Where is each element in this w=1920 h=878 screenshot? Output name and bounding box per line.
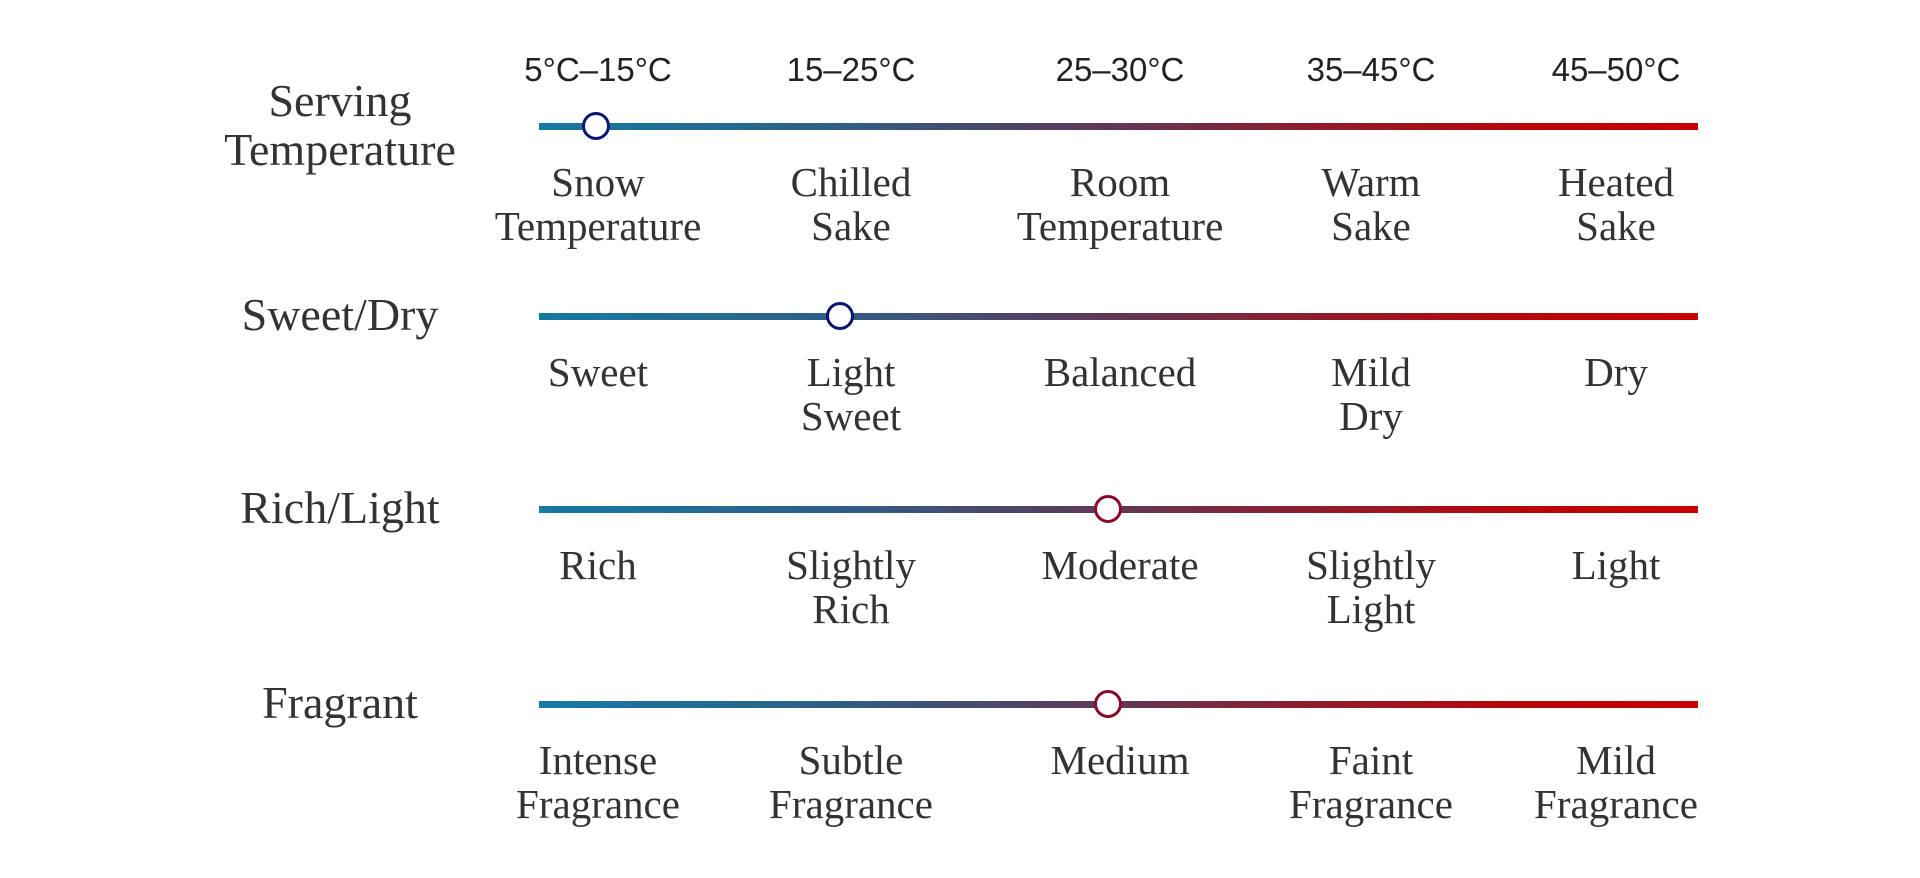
scale-option-label: Slightly Light xyxy=(1241,543,1501,631)
temperature-range-label: 15–25°C xyxy=(786,51,916,88)
temperature-range-label: 25–30°C xyxy=(1055,51,1185,88)
scale-option-label-line: Mild xyxy=(1331,349,1411,395)
scale-knob[interactable] xyxy=(1094,690,1122,718)
scale-track[interactable] xyxy=(539,313,1698,320)
scale-option-label-line: Dry xyxy=(1339,393,1403,439)
scale-option-label-line: Slightly xyxy=(1306,542,1436,588)
scale-title-line: Sweet/Dry xyxy=(241,289,439,340)
scale-option-label-line: Sake xyxy=(1576,203,1656,249)
scale-option-label-line: Fragrance xyxy=(769,781,933,827)
scale-option-label-line: Moderate xyxy=(1041,542,1199,588)
scale-option-label-line: Temperature xyxy=(1016,203,1224,249)
scale-option-label-line: Faint xyxy=(1328,737,1414,783)
scale-option-label-line: Light xyxy=(806,349,896,395)
scale-title: Sweet/Dry xyxy=(190,290,490,339)
scale-title-line: Serving xyxy=(268,75,412,126)
scale-option-label-line: Fragrance xyxy=(516,781,680,827)
scale-option-label: Light Sweet xyxy=(721,350,981,438)
scale-option-label-line: Chilled xyxy=(790,159,912,205)
scale-option-label-line: Heated xyxy=(1557,159,1675,205)
scale-option-label: Rich xyxy=(468,543,728,587)
scale-option-label: Dry xyxy=(1486,350,1746,394)
scale-option-label: Faint Fragrance xyxy=(1241,738,1501,826)
scale-option-label-line: Mild xyxy=(1576,737,1656,783)
scale-knob[interactable] xyxy=(826,302,854,330)
scale-option-label-line: Dry xyxy=(1584,349,1648,395)
temperature-range-label: 45–50°C xyxy=(1551,51,1681,88)
scale-option-label: Medium xyxy=(990,738,1250,782)
scale-option-label-line: Rich xyxy=(559,542,637,588)
scale-title-line: Fragrant xyxy=(262,677,418,728)
scale-title-line: Rich/Light xyxy=(240,482,440,533)
scale-option-label: Room Temperature xyxy=(990,160,1250,248)
scale-option-label-line: Light xyxy=(1571,542,1661,588)
scale-option-label-line: Sake xyxy=(811,203,891,249)
scale-option-label: Slightly Rich xyxy=(721,543,981,631)
scale-option-label-line: Slightly xyxy=(786,542,916,588)
scale-title: Serving Temperature xyxy=(190,76,490,174)
scale-option-label-line: Fragrance xyxy=(1289,781,1453,827)
scale-option-label-line: Balanced xyxy=(1043,349,1197,395)
scale-option-label: Snow Temperature xyxy=(468,160,728,248)
scale-option-label-line: Intense xyxy=(538,737,658,783)
scale-option-label-line: Subtle xyxy=(798,737,904,783)
scale-option-label: Mild Fragrance xyxy=(1486,738,1746,826)
temperature-range-label: 35–45°C xyxy=(1306,51,1436,88)
scale-option-label: Heated Sake xyxy=(1486,160,1746,248)
scale-option-label: Warm Sake xyxy=(1241,160,1501,248)
scale-track[interactable] xyxy=(539,123,1698,130)
scale-option-label-line: Rich xyxy=(812,586,890,632)
scale-option-label-line: Snow xyxy=(551,159,645,205)
scale-option-label: Subtle Fragrance xyxy=(721,738,981,826)
scale-knob[interactable] xyxy=(582,112,610,140)
temperature-range-label: 5°C–15°C xyxy=(524,51,672,88)
scale-option-label: Mild Dry xyxy=(1241,350,1501,438)
scale-option-label: Sweet xyxy=(468,350,728,394)
scale-option-label-line: Fragrance xyxy=(1534,781,1698,827)
scale-option-label: Balanced xyxy=(990,350,1250,394)
scale-option-label-line: Room xyxy=(1069,159,1171,205)
scale-title-line: Temperature xyxy=(224,124,456,175)
scale-option-label-line: Medium xyxy=(1050,737,1190,783)
scale-option-label-line: Light xyxy=(1326,586,1416,632)
scale-option-label-line: Sake xyxy=(1331,203,1411,249)
scale-option-label: Chilled Sake xyxy=(721,160,981,248)
scale-option-label-line: Sweet xyxy=(547,349,649,395)
scale-option-label-line: Temperature xyxy=(494,203,702,249)
scale-option-label-line: Sweet xyxy=(800,393,902,439)
scale-option-label-line: Warm xyxy=(1321,159,1421,205)
scale-option-label: Light xyxy=(1486,543,1746,587)
scale-option-label: Intense Fragrance xyxy=(468,738,728,826)
scale-title: Rich/Light xyxy=(190,483,490,532)
scale-knob[interactable] xyxy=(1094,495,1122,523)
scale-title: Fragrant xyxy=(190,678,490,727)
scale-option-label: Moderate xyxy=(990,543,1250,587)
